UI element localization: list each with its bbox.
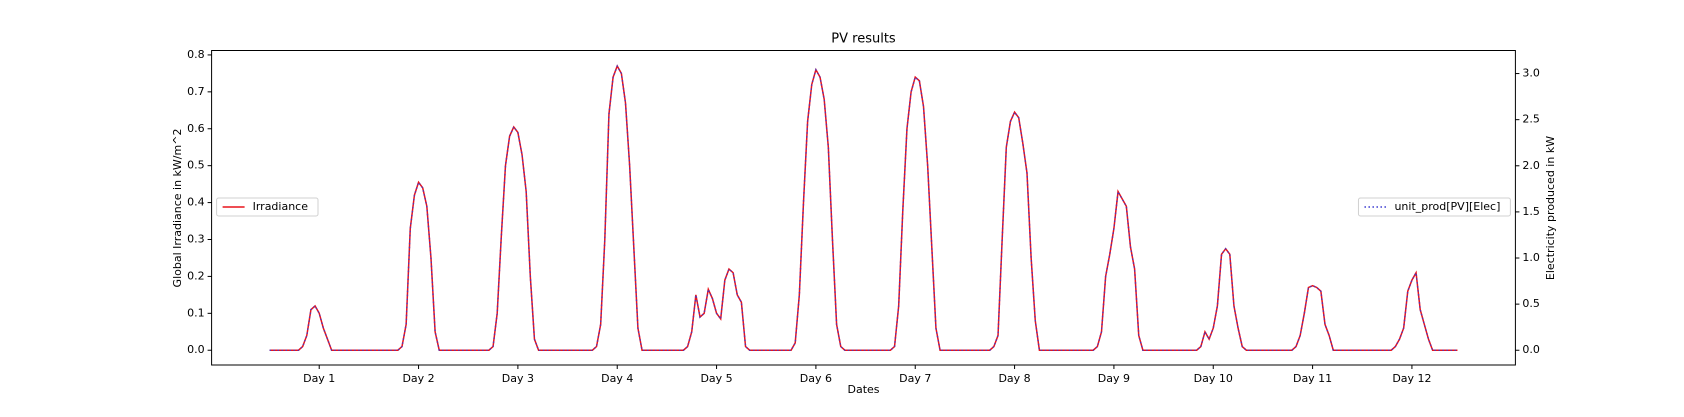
y-tick-label: 0.5	[187, 159, 205, 172]
y2-tick-label: 2.5	[1522, 113, 1540, 126]
y-axis-label: Global Irradiance in kW/m^2	[171, 129, 184, 288]
y-tick-label: 0.0	[187, 343, 205, 356]
x-tick-label: Day 8	[998, 372, 1030, 385]
y2-axis-label: Electricity produced in kW	[1544, 136, 1557, 280]
legend-label: Irradiance	[253, 200, 309, 213]
x-tick-label: Day 9	[1098, 372, 1130, 385]
x-tick-label: Day 12	[1392, 372, 1431, 385]
y2-tick-label: 0.5	[1522, 297, 1540, 310]
x-tick-label: Day 3	[502, 372, 534, 385]
legend: Irradiance	[216, 197, 319, 217]
y-tick-label: 0.8	[187, 48, 205, 61]
x-tick-label: Day 4	[601, 372, 633, 385]
y2-tick-label: 0.0	[1522, 343, 1540, 356]
legend-label: unit_prod[PV][Elec]	[1394, 200, 1500, 213]
series-line	[269, 64, 1458, 351]
legend-box	[1357, 197, 1511, 217]
legend-box	[216, 197, 319, 217]
y-tick-label: 0.3	[187, 232, 205, 245]
x-tick-label: Day 5	[700, 372, 732, 385]
legend: unit_prod[PV][Elec]	[1357, 197, 1511, 217]
x-axis-label: Dates	[847, 383, 879, 396]
y2-tick-label: 1.0	[1522, 251, 1540, 264]
y2-tick-label: 2.0	[1522, 159, 1540, 172]
x-tick-label: Day 1	[303, 372, 335, 385]
plot-frame	[211, 50, 1516, 366]
x-tick-label: Day 7	[899, 372, 931, 385]
series-line	[269, 64, 1458, 351]
y2-tick-label: 1.5	[1522, 205, 1540, 218]
chart-title: PV results	[831, 32, 896, 47]
x-tick-label: Day 2	[402, 372, 434, 385]
y-tick-label: 0.2	[187, 269, 205, 282]
y2-tick-label: 3.0	[1522, 67, 1540, 80]
y-tick-label: 0.7	[187, 85, 205, 98]
x-tick-label: Day 6	[800, 372, 832, 385]
x-tick-label: Day 10	[1194, 372, 1233, 385]
y-tick-label: 0.4	[187, 196, 205, 209]
y-tick-label: 0.1	[187, 306, 205, 319]
y-tick-label: 0.6	[187, 122, 205, 135]
x-tick-label: Day 11	[1293, 372, 1332, 385]
